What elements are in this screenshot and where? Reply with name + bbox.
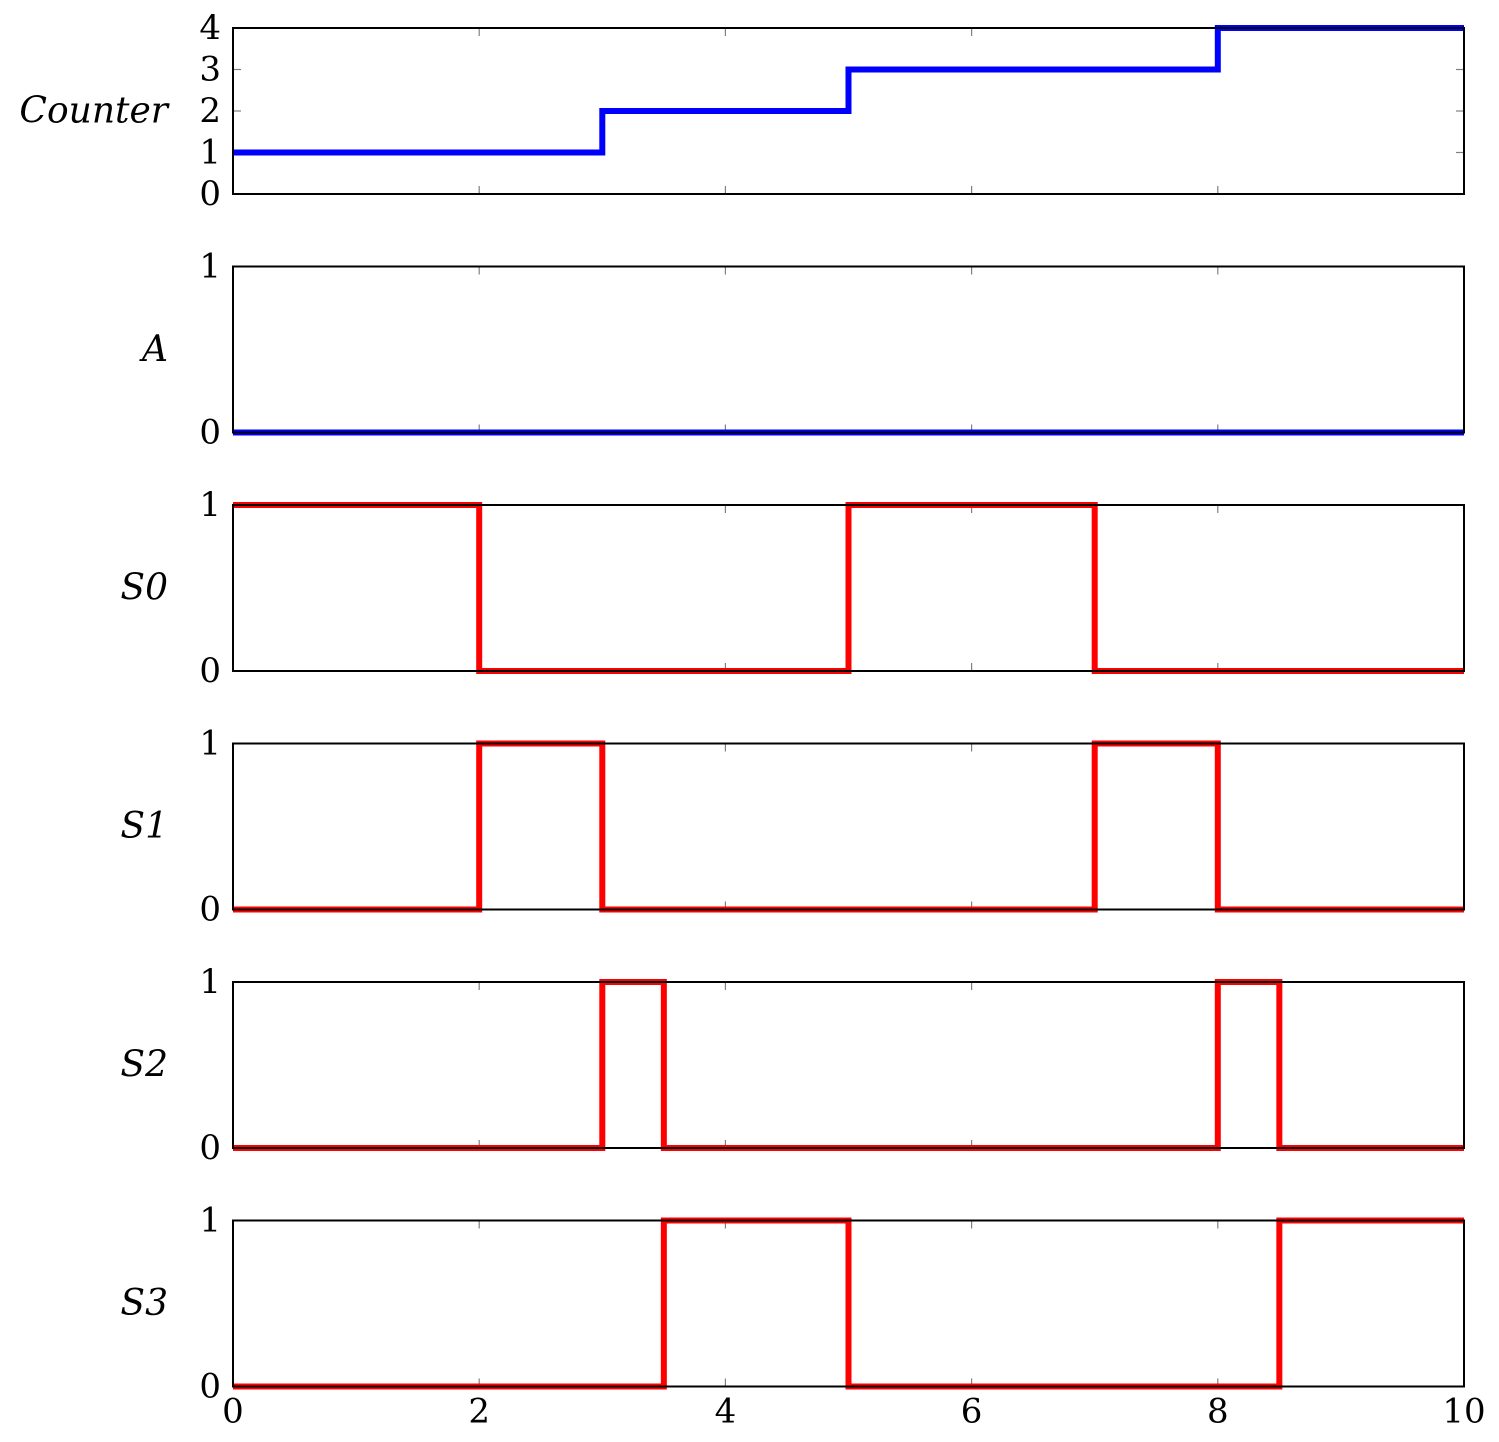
axis-frame — [232, 742, 1465, 911]
x-tick-label: 2 — [468, 1392, 490, 1432]
y-tick-label: 1 — [199, 485, 221, 525]
y-tick-label: 0 — [199, 1128, 221, 1168]
x-tick-label: 0 — [222, 1392, 244, 1432]
y-tick-label: 0 — [199, 890, 221, 930]
y-axis-label: A — [139, 329, 168, 370]
y-tick-label: 1 — [199, 247, 221, 287]
y-axis-label: Counter — [19, 91, 169, 132]
y-tick-label: 0 — [199, 651, 221, 691]
y-tick-label: 0 — [199, 413, 221, 453]
signal-trace-s2 — [233, 979, 1464, 1151]
panel-6: 0 1 S3 0 2 4 6 8 10 — [120, 1201, 1485, 1432]
y-tick-label: 3 — [199, 50, 221, 90]
x-tick-label: 8 — [1207, 1392, 1229, 1432]
y-tick-label: 1 — [199, 962, 221, 1002]
signal-trace-s1 — [233, 740, 1464, 913]
y-tick-label: 4 — [199, 8, 221, 48]
y-tick-label: 1 — [199, 1201, 221, 1241]
signal-trace-counter — [233, 25, 1464, 156]
axis-frame — [232, 27, 1465, 195]
panel-3: 0 1 S0 — [120, 485, 1465, 691]
panel-2: 0 1 A — [139, 247, 1465, 453]
y-tick-label: 2 — [199, 91, 221, 131]
axis-frame — [232, 504, 1465, 672]
axis-frame — [232, 981, 1465, 1149]
y-tick-label: 1 — [199, 133, 221, 173]
panel-4: 0 1 S1 — [120, 724, 1465, 930]
x-tick-label: 10 — [1442, 1392, 1485, 1432]
y-axis-label: S3 — [120, 1283, 168, 1324]
y-tick-label: 0 — [199, 1367, 221, 1407]
y-axis-label: S1 — [120, 806, 168, 847]
y-tick-label: 0 — [199, 174, 221, 214]
x-tick-label: 4 — [715, 1392, 737, 1432]
axis-frame — [232, 1219, 1465, 1388]
y-axis-label: S0 — [120, 568, 168, 609]
panel-5: 0 1 S2 — [120, 962, 1465, 1168]
x-tick-label: 6 — [961, 1392, 983, 1432]
y-axis-label: S2 — [120, 1045, 168, 1086]
y-tick-label: 1 — [199, 724, 221, 764]
signal-trace-s0 — [233, 502, 1464, 674]
axis-frame — [232, 265, 1465, 434]
signal-trace-s3 — [233, 1217, 1464, 1390]
